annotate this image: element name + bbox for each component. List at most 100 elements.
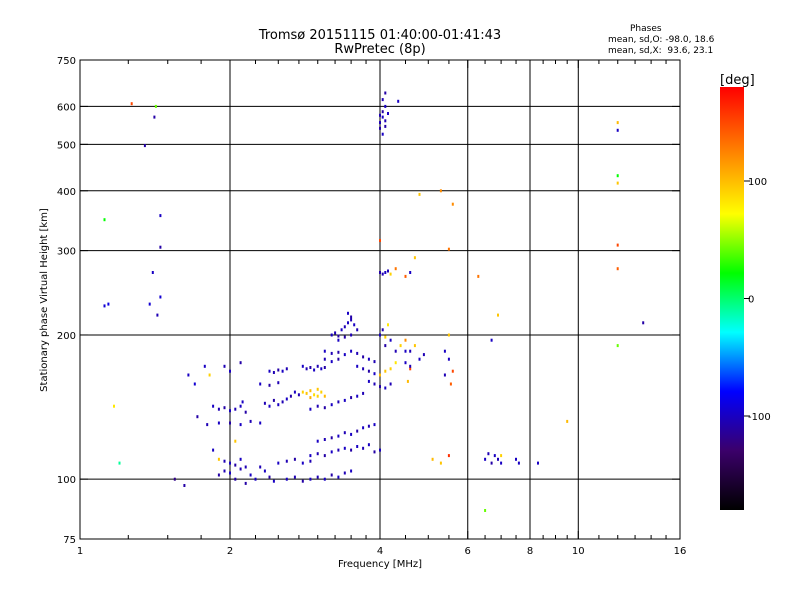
data-point xyxy=(212,448,215,452)
data-point xyxy=(103,218,106,222)
data-point xyxy=(356,429,359,433)
stats-x-mode: mean, sd,X: 93.6, 23.1 xyxy=(608,46,714,56)
y-tick-label: 200 xyxy=(57,331,76,342)
data-point xyxy=(320,367,323,371)
data-point xyxy=(343,398,346,402)
colorbar-tick-label: -100 xyxy=(748,412,771,423)
data-point xyxy=(107,302,110,306)
data-point xyxy=(143,144,146,148)
data-point xyxy=(337,350,340,354)
data-point xyxy=(313,393,316,397)
data-point xyxy=(387,269,389,273)
data-point xyxy=(337,334,340,338)
data-point xyxy=(254,477,257,481)
data-point xyxy=(517,461,520,465)
data-point xyxy=(113,404,115,408)
data-point xyxy=(373,372,376,376)
data-point xyxy=(159,245,162,249)
data-point xyxy=(229,369,231,373)
data-point xyxy=(379,121,381,125)
data-point xyxy=(362,446,365,450)
data-point xyxy=(379,448,381,452)
data-point xyxy=(285,459,288,463)
data-point xyxy=(418,192,421,196)
data-point xyxy=(241,400,244,404)
data-point xyxy=(347,311,349,315)
data-point xyxy=(340,328,343,332)
data-point xyxy=(616,128,619,132)
y-tick-label: 75 xyxy=(63,535,76,546)
data-point xyxy=(234,407,237,411)
data-point xyxy=(384,91,387,95)
data-point xyxy=(384,369,387,373)
colorbar-tick-label: 0 xyxy=(748,295,754,306)
data-point xyxy=(387,112,389,115)
data-point xyxy=(367,357,370,361)
data-point xyxy=(447,454,450,458)
data-point xyxy=(343,446,346,450)
data-point xyxy=(484,457,487,461)
data-point xyxy=(244,410,247,414)
data-point xyxy=(293,475,296,479)
data-point xyxy=(239,361,242,365)
data-point xyxy=(350,349,353,353)
data-point xyxy=(281,369,284,373)
data-point xyxy=(404,274,407,278)
data-point xyxy=(217,473,220,477)
data-point xyxy=(389,382,392,386)
data-point xyxy=(616,243,619,247)
data-point xyxy=(337,400,340,404)
data-point xyxy=(234,463,237,467)
data-point xyxy=(367,424,370,428)
data-point xyxy=(356,328,359,332)
data-point xyxy=(316,439,319,443)
data-point xyxy=(301,390,304,394)
colorbar-tick-label: 100 xyxy=(748,177,767,188)
data-point xyxy=(239,467,242,471)
data-point xyxy=(309,396,312,400)
x-tick-label: 2 xyxy=(227,546,233,557)
data-point xyxy=(443,349,446,353)
data-point xyxy=(409,367,412,371)
grid-lines xyxy=(80,60,680,539)
data-point xyxy=(330,333,333,337)
axes: 1 2 4 6 8 10 16 75 100 200 300 400 500 600 750 xyxy=(57,56,686,557)
data-point xyxy=(249,419,252,423)
y-tick-label: 300 xyxy=(57,247,76,258)
data-point xyxy=(616,181,619,185)
data-point xyxy=(353,323,356,327)
data-point xyxy=(277,461,280,465)
data-point xyxy=(239,423,242,427)
data-point xyxy=(268,383,271,387)
data-point xyxy=(384,335,387,339)
data-point xyxy=(223,459,226,463)
data-point xyxy=(309,407,312,411)
data-point xyxy=(616,121,619,125)
data-point xyxy=(183,484,186,487)
data-point xyxy=(229,471,231,475)
data-point xyxy=(381,132,384,136)
data-point xyxy=(497,313,499,317)
data-point xyxy=(272,371,275,374)
data-point xyxy=(309,366,312,369)
data-point xyxy=(379,271,381,274)
data-point xyxy=(330,436,333,440)
data-point xyxy=(373,382,376,386)
stats-title: Phases xyxy=(630,24,662,34)
data-point xyxy=(367,443,370,447)
data-point xyxy=(309,389,312,393)
data-point xyxy=(234,477,237,481)
data-point xyxy=(447,247,450,251)
data-points xyxy=(103,91,645,512)
data-point xyxy=(337,434,340,438)
data-point xyxy=(159,214,162,218)
data-point xyxy=(203,364,206,368)
data-point xyxy=(431,457,434,461)
x-tick-label: 1 xyxy=(77,546,83,557)
data-point xyxy=(384,104,387,108)
data-point xyxy=(418,357,421,361)
data-point xyxy=(373,360,376,364)
data-point xyxy=(373,450,376,454)
data-point xyxy=(337,448,340,452)
data-point xyxy=(449,382,452,386)
